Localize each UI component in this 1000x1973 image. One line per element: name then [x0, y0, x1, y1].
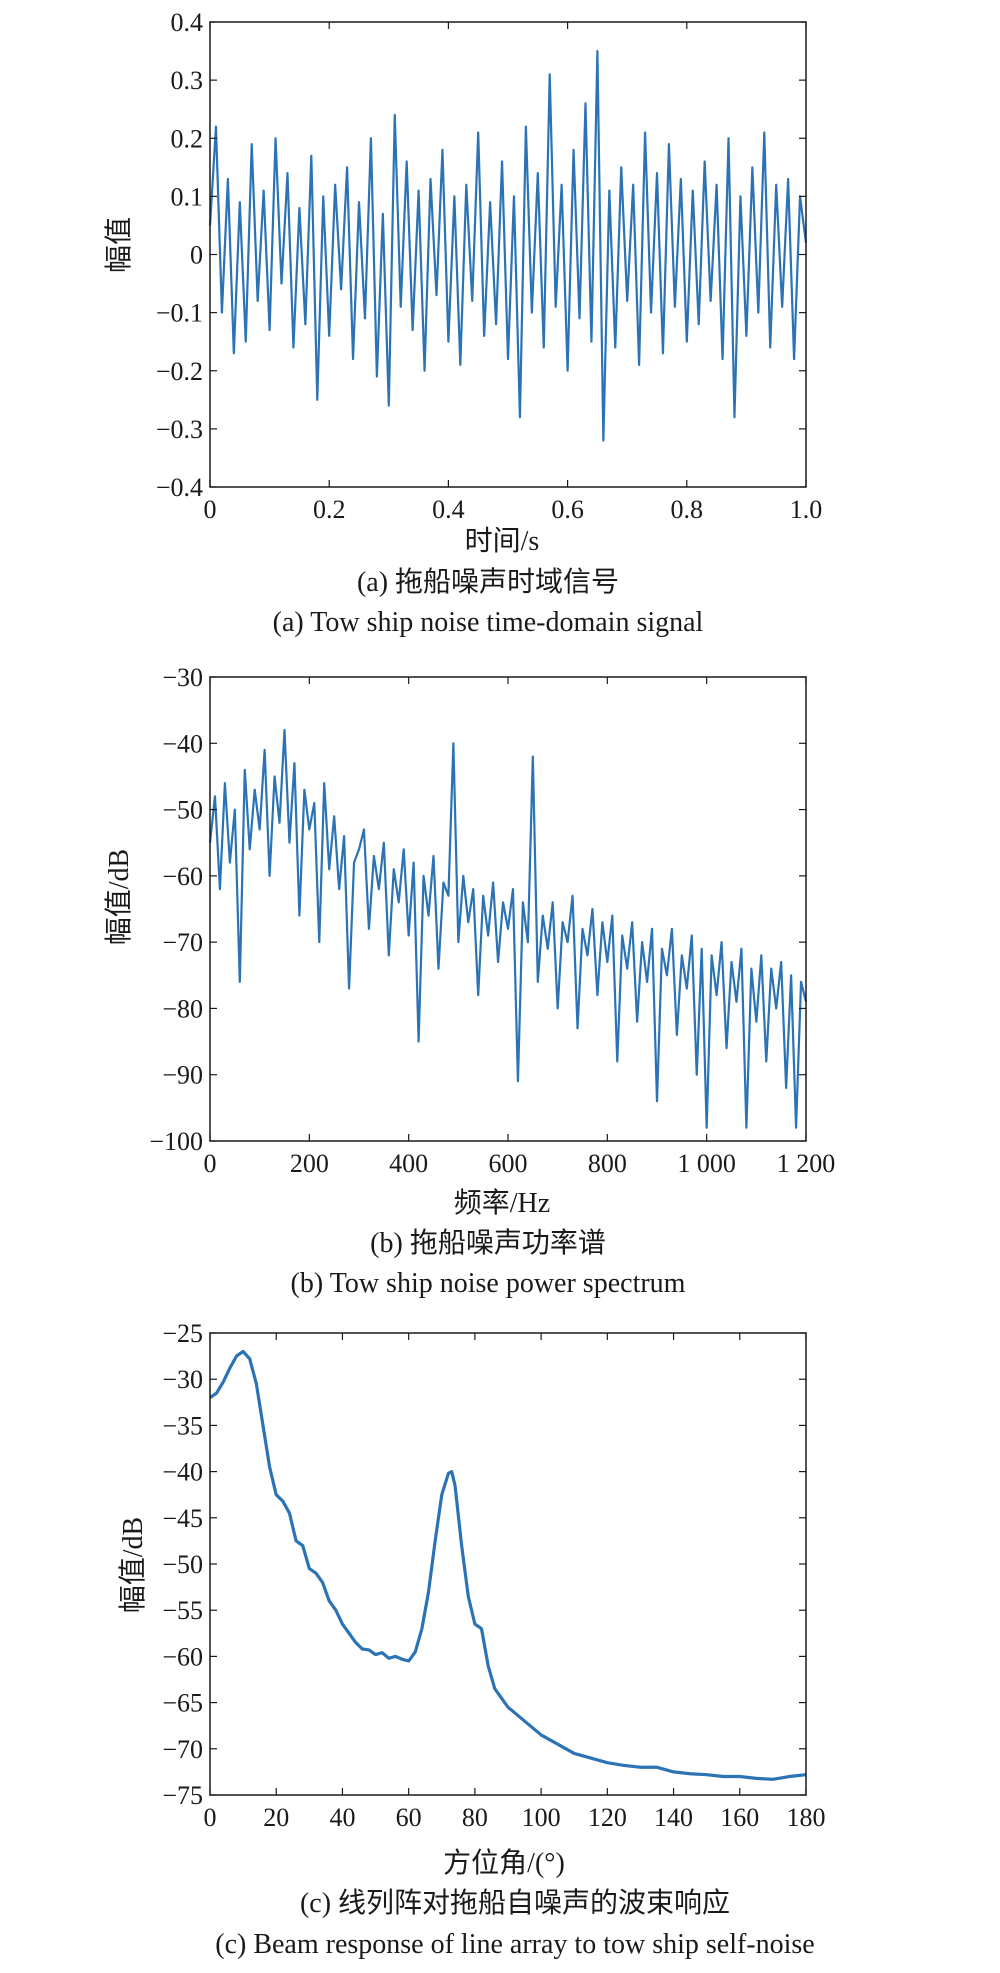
panel-a-ytick-label: −0.3: [156, 415, 203, 444]
panel-c-ytick-label: −40: [162, 1458, 203, 1487]
panel-a-plot-frame: [209, 21, 807, 488]
panel-a-xtick-label: 0.4: [432, 495, 465, 524]
panel-c-xtick-label: 120: [588, 1803, 627, 1832]
panel-a-ytick-label: 0.3: [171, 66, 204, 95]
panel-b-ytick-label: −50: [162, 796, 203, 825]
panel-c-ytick-label: −55: [162, 1596, 203, 1625]
panel-c-ytick-label: −30: [162, 1365, 203, 1394]
panel-c-xtick-label: 160: [720, 1803, 759, 1832]
panel-c-xtick-label: 80: [462, 1803, 488, 1832]
panel-a-ytick-label: 0: [190, 241, 203, 270]
panel-c-xtick-label: 40: [329, 1803, 355, 1832]
panel-b-ytick-label: −30: [162, 663, 203, 692]
panel-b-caption-en: (b) Tow ship noise power spectrum: [291, 1268, 686, 1299]
panel-b-ytick-label: −40: [162, 729, 203, 758]
panel-c-xtick-label: 20: [263, 1803, 289, 1832]
panel-c-ytick-label: −75: [162, 1781, 203, 1810]
panel-a-xtick-label: 0.6: [551, 495, 584, 524]
panel-a-xtick-label: 0: [204, 495, 217, 524]
panel-c-plot-frame: [209, 1332, 807, 1796]
panel-b-ytick-label: −90: [162, 1061, 203, 1090]
panel-c-xtick-label: 0: [204, 1803, 217, 1832]
panel-b-ylabel: 幅值/dB: [103, 849, 135, 945]
panel-b-xtick-label: 600: [489, 1149, 528, 1178]
panel-c-xlabel: 方位角/(°): [443, 1847, 565, 1879]
panel-a-ytick-label: −0.2: [156, 357, 203, 386]
panel-c-ytick-label: −65: [162, 1689, 203, 1718]
panel-b-xtick-label: 0: [204, 1149, 217, 1178]
panel-b-power-spectrum: 0 200 400 600 800 1 000 1 200 −100 −90 −80 −70 −60 −…: [103, 663, 835, 1299]
panel-b-ytick-label: −80: [162, 994, 203, 1023]
panel-a-ytick-label: −0.1: [156, 299, 203, 328]
panel-c-ylabel: 幅值/dB: [117, 1517, 149, 1613]
panel-a-ytick-label: 0.1: [171, 182, 204, 211]
panel-a-xtick-label: 0.8: [671, 495, 704, 524]
panel-a-ytick-label: −0.4: [156, 473, 203, 502]
panel-b-caption-cn: (b) 拖船噪声功率谱: [370, 1227, 606, 1259]
panel-c-ytick-label: −60: [162, 1642, 203, 1671]
panel-b-xlabel: 频率/Hz: [454, 1187, 550, 1219]
panel-c-ytick-label: −45: [162, 1504, 203, 1533]
panel-b-xtick-label: 200: [290, 1149, 329, 1178]
panel-a-xlabel: 时间/s: [465, 525, 540, 557]
panel-c-caption-en: (c) Beam response of line array to tow s…: [215, 1929, 814, 1960]
panel-b-ytick-label: −70: [162, 928, 203, 957]
panel-a-xtick-label: 1.0: [790, 495, 823, 524]
panel-c-xtick-label: 140: [654, 1803, 693, 1832]
panel-c-xtick-label: 100: [522, 1803, 561, 1832]
panel-c-series-line-0: [209, 1349, 807, 1781]
panel-c-ytick-label: −50: [162, 1550, 203, 1579]
panel-c-ytick-label: −70: [162, 1735, 203, 1764]
panel-b-xtick-label: 400: [389, 1149, 428, 1178]
panel-b-xtick-label: 800: [588, 1149, 627, 1178]
panel-b-ytick-label: −100: [149, 1127, 203, 1156]
panel-c-xtick-label: 60: [396, 1803, 422, 1832]
panel-b-xtick-label: 1 200: [777, 1149, 836, 1178]
panel-b-xtick-label: 1 000: [677, 1149, 736, 1178]
panel-b-series-line-0: [208, 728, 808, 1129]
panel-a-ytick-label: 0.4: [171, 8, 204, 37]
panel-a-series-line-0: [208, 49, 808, 442]
panel-a-time-signal: 0 0.2 0.4 0.6 0.8 1.0 −0.4 −0.3 −0.2 −0.1 0 0.1 0.2 0…: [103, 8, 822, 638]
panel-c-xtick-label: 180: [787, 1803, 826, 1832]
panel-a-caption-cn: (a) 拖船噪声时域信号: [357, 566, 619, 598]
panel-c-ytick-label: −35: [162, 1411, 203, 1440]
panel-a-ytick-label: 0.2: [171, 124, 204, 153]
panel-c-beam-response: 0 20 40 60 80 100 120 140 160 180 −75 −70 −65 −60 −55 −…: [117, 1319, 826, 1960]
panel-a-ylabel: 幅值: [103, 217, 135, 273]
panel-a-xtick-label: 0.2: [313, 495, 346, 524]
panel-c-ytick-label: −25: [162, 1319, 203, 1348]
panel-b-ytick-label: −60: [162, 862, 203, 891]
panel-a-caption-en: (a) Tow ship noise time-domain signal: [273, 607, 704, 638]
panel-c-caption-cn: (c) 线列阵对拖船自噪声的波束响应: [300, 1887, 730, 1919]
